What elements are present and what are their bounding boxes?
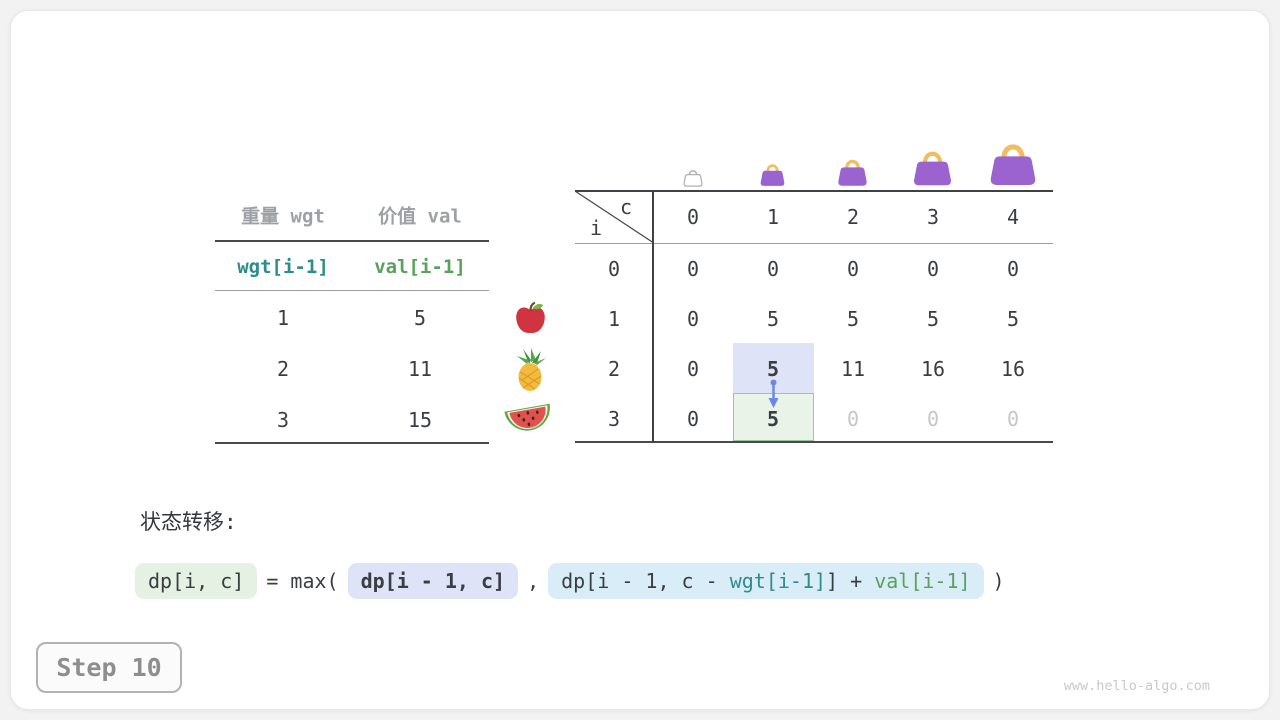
item-value: 11	[407, 357, 433, 381]
apple-icon	[516, 301, 545, 334]
formula-lhs-chip: dp[i, c]	[135, 563, 258, 599]
formula-eq-max: = max(	[266, 569, 339, 593]
transition-formula: dp[i, c] = max( dp[i - 1, c] , dp[i - 1,…	[135, 560, 1014, 602]
weight-column-header: 重量 wgt	[241, 205, 325, 228]
dp-cell: 0	[926, 257, 940, 281]
dp-table: c i 0 1 2 3 4 0 1 2 3 0 0 0 0 0 0 5 5 5 …	[575, 190, 1053, 444]
dp-cell: 0	[766, 257, 780, 281]
col-header: 3	[926, 205, 940, 229]
item-table-divider	[215, 442, 489, 444]
dp-cell-target: 5	[766, 407, 780, 431]
watermark: www.hello-algo.com	[1063, 678, 1210, 694]
col-header: 0	[686, 205, 700, 229]
item-weight: 3	[276, 408, 290, 432]
item-table-divider	[215, 290, 489, 291]
item-table-divider	[215, 240, 489, 242]
dp-table-vertical-divider	[652, 191, 654, 442]
formula-arg1-chip: dp[i - 1, c]	[347, 563, 519, 599]
dp-cell-pending: 0	[1006, 407, 1020, 431]
corner-col-var: c	[619, 195, 633, 219]
dp-cell: 0	[686, 407, 700, 431]
corner-row-var: i	[589, 216, 603, 240]
item-value: 5	[413, 306, 427, 330]
empty-bag-icon	[683, 169, 703, 187]
bag-icon-capacity-1	[760, 164, 785, 186]
dp-cell: 16	[1000, 357, 1026, 381]
dp-table-bottom-border	[575, 441, 1053, 443]
arg2-val-ref: val[i-1]	[874, 569, 971, 593]
val-subheader: val[i-1]	[374, 256, 466, 278]
bag-icon-capacity-2	[838, 159, 867, 186]
step-label: Step 10	[56, 653, 162, 682]
watermelon-icon	[504, 403, 550, 431]
bag-icon-capacity-3	[914, 151, 951, 186]
pineapple-icon	[517, 348, 546, 391]
item-table: 重量 wgt 价值 val wgt[i-1] val[i-1] 1 5 2 11…	[215, 190, 489, 444]
dp-table-header-divider	[575, 242, 1053, 244]
arg2-wgt-ref: wgt[i-1]	[729, 569, 827, 593]
wgt-subheader: wgt[i-1]	[237, 256, 329, 278]
dp-cell-pending: 0	[926, 407, 940, 431]
row-header: 0	[607, 257, 621, 281]
dp-cell: 5	[926, 307, 940, 331]
value-column-header: 价值 val	[378, 205, 462, 228]
col-header: 4	[1006, 205, 1020, 229]
dp-cell: 5	[1006, 307, 1020, 331]
dp-cell: 0	[846, 257, 860, 281]
dp-cell: 5	[846, 307, 860, 331]
formula-arg2-chip: dp[i - 1, c - wgt[i-1]] + val[i-1]	[548, 563, 984, 599]
dp-table-top-border	[575, 190, 1053, 192]
dp-cell: 11	[840, 357, 866, 381]
row-header: 3	[607, 407, 621, 431]
dp-cell: 0	[1006, 257, 1020, 281]
item-value: 15	[407, 408, 433, 432]
transfer-arrow-icon	[768, 379, 779, 408]
col-header: 2	[846, 205, 860, 229]
transition-label: 状态转移:	[140, 510, 237, 534]
dp-cell: 0	[686, 357, 700, 381]
dp-cell-source: 5	[766, 357, 780, 381]
formula-close-paren: )	[992, 569, 1005, 593]
item-weight: 2	[276, 357, 290, 381]
row-header: 2	[607, 357, 621, 381]
col-header: 1	[766, 205, 780, 229]
dp-cell: 5	[766, 307, 780, 331]
dp-cell-pending: 0	[846, 407, 860, 431]
step-badge: Step 10	[36, 642, 182, 693]
item-weight: 1	[276, 306, 290, 330]
corner-diagonal-line	[575, 190, 653, 243]
arg2-prefix: dp[i - 1, c -	[561, 569, 730, 593]
dp-cell: 0	[686, 257, 700, 281]
bag-icon-capacity-4	[990, 144, 1036, 185]
dp-cell: 16	[920, 357, 946, 381]
row-header: 1	[607, 307, 621, 331]
arg2-infix: ] +	[826, 569, 875, 593]
formula-comma: ,	[527, 569, 540, 593]
dp-cell: 0	[686, 307, 700, 331]
